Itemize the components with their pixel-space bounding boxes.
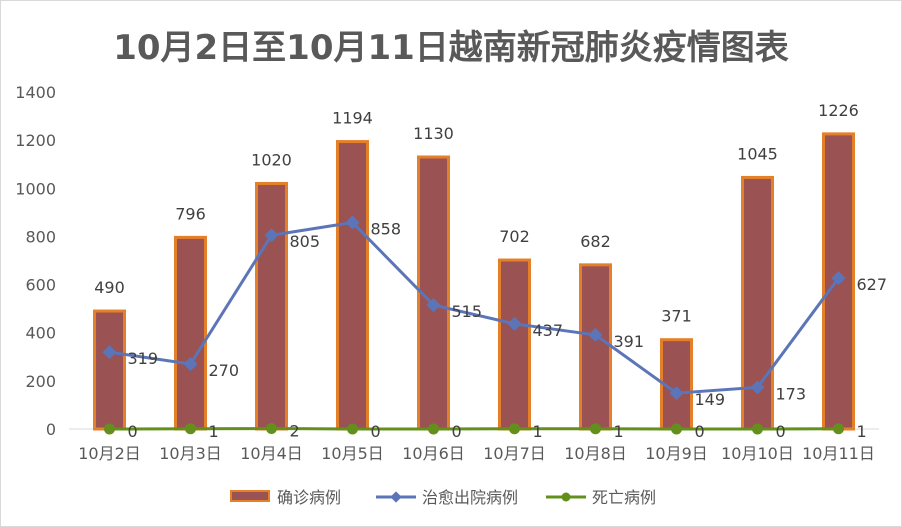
marker-deaths <box>185 423 196 435</box>
recovered-data-label: 270 <box>209 361 240 380</box>
bar-data-label: 682 <box>580 232 611 251</box>
bar-confirmed <box>174 235 207 431</box>
legend-marker-diamond <box>390 491 402 503</box>
bar-confirmed <box>93 309 126 431</box>
bar-confirmed <box>579 263 612 431</box>
deaths-data-label: 1 <box>614 422 624 441</box>
legend-label: 治愈出院病例 <box>422 488 518 507</box>
deaths-data-label: 0 <box>695 422 705 441</box>
marker-deaths <box>266 423 277 435</box>
marker-deaths <box>104 423 115 435</box>
bar-data-label: 1226 <box>818 101 859 120</box>
x-tick-label: 10月3日 <box>159 444 222 463</box>
marker-recovered <box>183 356 198 372</box>
deaths-data-label: 0 <box>452 422 462 441</box>
x-tick-label: 10月6日 <box>402 444 465 463</box>
y-tick-label: 1200 <box>15 131 56 150</box>
marker-recovered <box>345 215 360 230</box>
marker-recovered <box>588 327 603 342</box>
recovered-data-label: 515 <box>452 302 483 321</box>
recovered-data-label: 437 <box>533 321 564 340</box>
marker-recovered <box>831 271 846 286</box>
bar-confirmed <box>336 140 369 431</box>
x-tick-label: 10月5日 <box>321 444 384 463</box>
x-tick-label: 10月2日 <box>78 444 141 463</box>
marker-deaths <box>428 423 439 435</box>
y-tick-label: 200 <box>25 372 56 391</box>
y-tick-label: 1400 <box>15 83 56 102</box>
deaths-data-label: 0 <box>776 422 786 441</box>
recovered-data-label: 173 <box>776 384 807 403</box>
legend-marker-circle <box>561 492 571 502</box>
x-tick-label: 10月11日 <box>802 444 875 463</box>
marker-deaths <box>752 423 763 435</box>
recovered-data-label: 319 <box>128 349 159 368</box>
deaths-data-label: 0 <box>128 422 138 441</box>
deaths-data-label: 1 <box>209 422 219 441</box>
bar-data-label: 1045 <box>737 144 778 163</box>
y-tick-label: 1000 <box>15 179 56 198</box>
x-tick-label: 10月7日 <box>483 444 546 463</box>
marker-recovered <box>426 297 441 313</box>
marker-deaths <box>833 423 844 435</box>
bar-data-label: 1130 <box>413 124 454 143</box>
y-tick-label: 600 <box>25 276 56 295</box>
marker-recovered <box>264 228 279 243</box>
recovered-data-label: 149 <box>695 390 726 409</box>
y-tick-label: 0 <box>46 420 56 439</box>
legend-label: 死亡病例 <box>592 488 656 507</box>
bar-data-label: 1020 <box>251 150 292 169</box>
marker-deaths <box>347 423 358 435</box>
deaths-data-label: 0 <box>371 422 381 441</box>
x-tick-label: 10月4日 <box>240 444 303 463</box>
deaths-data-label: 1 <box>533 422 543 441</box>
marker-deaths <box>509 423 520 435</box>
bar-confirmed <box>498 258 531 431</box>
marker-recovered <box>507 316 522 331</box>
recovered-data-label: 627 <box>857 275 888 294</box>
recovered-data-label: 391 <box>614 332 645 351</box>
y-tick-label: 800 <box>25 227 56 246</box>
bar-data-label: 702 <box>499 227 530 246</box>
bar-data-label: 490 <box>94 278 125 297</box>
marker-deaths <box>671 423 682 435</box>
line-recovered <box>109 220 840 395</box>
marker-recovered <box>669 386 684 401</box>
recovered-data-label: 858 <box>371 219 402 238</box>
marker-recovered <box>750 380 765 395</box>
chart-title: 10月2日至10月11日越南新冠肺炎疫情图表 <box>113 28 789 68</box>
x-tick-label: 10月9日 <box>645 444 708 463</box>
deaths-data-label: 2 <box>290 422 300 441</box>
marker-recovered <box>102 345 117 360</box>
bar-data-label: 796 <box>175 204 206 223</box>
bar-data-label: 371 <box>661 307 692 326</box>
x-tick-label: 10月8日 <box>564 444 627 463</box>
x-tick-label: 10月10日 <box>721 444 794 463</box>
legend-label: 确诊病例 <box>277 488 341 507</box>
bar-confirmed <box>255 181 288 431</box>
recovered-data-label: 805 <box>290 232 321 251</box>
marker-deaths <box>590 423 601 435</box>
bar-data-label: 1194 <box>332 109 373 128</box>
deaths-data-label: 1 <box>857 422 867 441</box>
y-tick-label: 400 <box>25 324 56 343</box>
legend-swatch-confirmed <box>230 490 270 502</box>
